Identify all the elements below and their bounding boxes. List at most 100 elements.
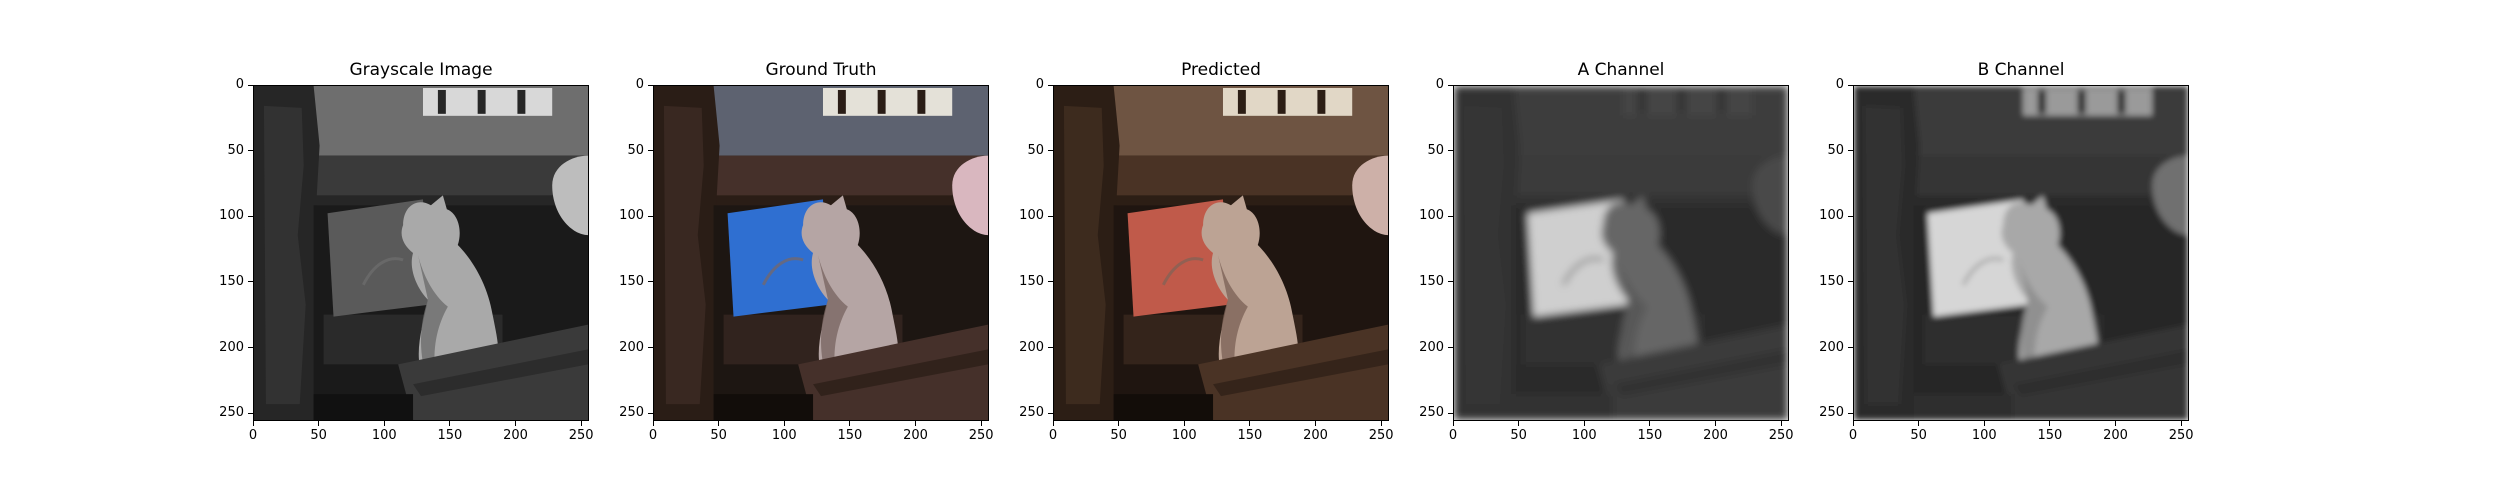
- x-tick-mark: [2049, 421, 2051, 426]
- x-tick-label: 100: [771, 428, 797, 443]
- image-content: [254, 86, 588, 420]
- x-tick-mark: [980, 421, 982, 426]
- x-tick-mark: [1780, 421, 1782, 426]
- y-tick-mark: [1448, 281, 1453, 283]
- x-tick-mark: [1852, 421, 1854, 426]
- y-tick-label: 50: [1827, 142, 1844, 158]
- y-tick-label: 100: [1019, 208, 1044, 224]
- y-tick-mark: [1448, 150, 1453, 152]
- x-tick-label: 50: [1510, 428, 1527, 443]
- image-axes: [1853, 85, 2189, 421]
- y-tick-label: 200: [1819, 339, 1844, 355]
- panel-chanB: B Channel 0 50 100 150 200 250 0 50 100 150 200 250: [1793, 0, 2193, 500]
- x-tick-label: 150: [1237, 428, 1263, 443]
- y-tick-label: 200: [1019, 339, 1044, 355]
- y-tick-label: 150: [1819, 273, 1844, 289]
- y-tick-label: 50: [1427, 142, 1444, 158]
- x-tick-mark: [1918, 421, 1920, 426]
- y-tick-mark: [1048, 150, 1053, 152]
- y-tick-label: 0: [1835, 77, 1844, 92]
- x-tick-mark: [1518, 421, 1520, 426]
- image-axes: [653, 85, 989, 421]
- x-tick-mark: [1118, 421, 1120, 426]
- x-tick-label: 0: [1448, 428, 1458, 443]
- x-tick-mark: [449, 421, 451, 426]
- panel-title: Grayscale Image: [349, 60, 493, 80]
- x-tick-label: 200: [1703, 428, 1728, 443]
- y-tick-mark: [248, 281, 253, 283]
- y-tick-label: 100: [619, 208, 644, 224]
- y-tick-mark: [1848, 215, 1853, 217]
- x-tick-mark: [1249, 421, 1251, 426]
- x-tick-mark: [718, 421, 720, 426]
- y-tick-label: 250: [1019, 405, 1044, 421]
- x-tick-mark: [2180, 421, 2182, 426]
- panel-title: A Channel: [1577, 60, 1665, 80]
- y-tick-mark: [648, 215, 653, 217]
- y-tick-mark: [248, 347, 253, 348]
- x-tick-label: 0: [1048, 428, 1058, 443]
- y-tick-label: 200: [1419, 339, 1444, 355]
- x-tick-label: 250: [2168, 428, 2194, 443]
- panel-truth: Ground Truth 0 50 100 150 200 250 0 50 100 150 200 2…: [593, 0, 993, 500]
- x-tick-label: 0: [248, 428, 258, 443]
- x-tick-mark: [1583, 421, 1585, 426]
- y-tick-mark: [1048, 215, 1053, 217]
- x-tick-label: 150: [2037, 428, 2063, 443]
- image-content: [654, 86, 988, 420]
- x-tick-label: 200: [503, 428, 528, 443]
- image-content: [1054, 86, 1388, 420]
- x-tick-label: 150: [837, 428, 863, 443]
- y-tick-label: 0: [1435, 77, 1444, 92]
- x-tick-label: 250: [568, 428, 594, 443]
- image-content: [1854, 86, 2188, 420]
- x-tick-mark: [1052, 421, 1054, 426]
- x-tick-label: 50: [1110, 428, 1127, 443]
- x-tick-label: 150: [437, 428, 463, 443]
- x-tick-mark: [1715, 421, 1716, 426]
- y-tick-label: 0: [635, 77, 644, 92]
- y-tick-label: 100: [1419, 208, 1444, 224]
- x-tick-mark: [1649, 421, 1651, 426]
- y-tick-label: 250: [1419, 405, 1444, 421]
- image-pred: [1054, 86, 1388, 420]
- x-tick-label: 250: [1368, 428, 1394, 443]
- y-tick-label: 0: [1035, 77, 1044, 92]
- y-tick-mark: [1048, 412, 1053, 414]
- y-tick-label: 200: [219, 339, 244, 355]
- panel-title: B Channel: [1977, 60, 2065, 80]
- y-tick-mark: [648, 347, 653, 348]
- y-tick-mark: [248, 215, 253, 217]
- x-tick-label: 250: [968, 428, 994, 443]
- y-tick-mark: [1848, 347, 1853, 348]
- x-tick-mark: [515, 421, 516, 426]
- panel-pred: Predicted 0 50 100 150 200 250 0 50 100 150 200 250: [993, 0, 1393, 500]
- panel-chanA: A Channel 0 50 100 150 200 250 0 50 100 150 200 250: [1393, 0, 1793, 500]
- y-tick-label: 150: [219, 273, 244, 289]
- x-tick-label: 150: [1637, 428, 1663, 443]
- image-content: [1454, 86, 1788, 420]
- y-tick-label: 100: [1819, 208, 1844, 224]
- y-tick-mark: [648, 412, 653, 414]
- image-axes: [253, 85, 589, 421]
- x-tick-label: 250: [1768, 428, 1794, 443]
- x-tick-label: 0: [1848, 428, 1858, 443]
- x-tick-label: 0: [648, 428, 658, 443]
- y-tick-mark: [1448, 215, 1453, 217]
- y-tick-mark: [648, 150, 653, 152]
- y-tick-mark: [1448, 412, 1453, 414]
- y-tick-mark: [1048, 347, 1053, 348]
- panel-gray: Grayscale Image 0 50 100 150 200 250 0 50 100 150 2…: [193, 0, 593, 500]
- y-tick-label: 250: [219, 405, 244, 421]
- x-tick-mark: [252, 421, 254, 426]
- x-tick-mark: [580, 421, 582, 426]
- y-tick-label: 150: [1019, 273, 1044, 289]
- y-tick-mark: [1848, 281, 1853, 283]
- image-truth: [654, 86, 988, 420]
- y-tick-label: 200: [619, 339, 644, 355]
- y-tick-label: 150: [1419, 273, 1444, 289]
- y-tick-mark: [648, 84, 653, 86]
- y-tick-label: 0: [235, 77, 244, 92]
- x-tick-mark: [1380, 421, 1382, 426]
- y-tick-label: 50: [227, 142, 244, 158]
